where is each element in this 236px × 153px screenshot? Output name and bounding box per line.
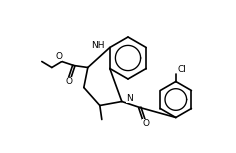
Text: O: O [142, 119, 149, 128]
Text: NH: NH [91, 41, 105, 50]
Text: N: N [126, 94, 133, 103]
Text: O: O [55, 52, 62, 61]
Text: O: O [65, 77, 72, 86]
Text: Cl: Cl [178, 65, 187, 74]
